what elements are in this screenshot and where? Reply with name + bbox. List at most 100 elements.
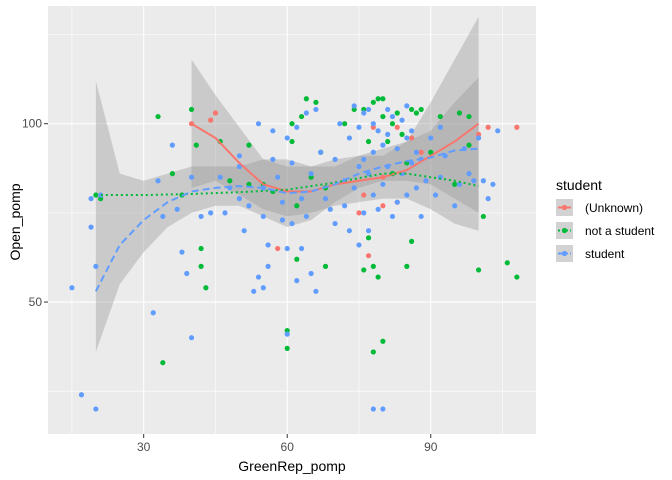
data-point <box>284 331 290 337</box>
data-point <box>437 174 443 180</box>
data-point <box>466 171 472 177</box>
data-point <box>389 213 396 220</box>
data-point <box>236 196 242 202</box>
data-point <box>356 124 362 130</box>
data-point <box>365 228 372 234</box>
y-tick-label: 100 <box>22 117 42 131</box>
data-point <box>437 113 443 120</box>
data-point <box>370 192 376 198</box>
data-point <box>380 96 386 102</box>
data-point <box>361 110 367 116</box>
data-point <box>198 213 204 220</box>
legend-title: student <box>556 177 602 193</box>
legend: student (Unknown) not a student student <box>556 177 655 262</box>
data-point <box>418 106 424 113</box>
data-point <box>365 235 372 241</box>
data-point <box>394 110 400 116</box>
data-point <box>380 181 386 187</box>
data-point <box>466 142 472 148</box>
data-point <box>208 210 214 216</box>
data-point <box>380 113 386 120</box>
data-point <box>284 245 290 252</box>
data-point <box>98 196 104 202</box>
data-point <box>389 121 396 127</box>
x-tick-label: 60 <box>281 440 295 454</box>
data-point <box>188 335 195 341</box>
data-point <box>370 263 376 269</box>
data-point <box>155 113 161 120</box>
data-point <box>370 406 376 412</box>
data-point <box>361 192 367 198</box>
data-point <box>98 192 104 198</box>
grid-minor <box>48 6 536 434</box>
data-point <box>356 210 362 216</box>
data-point <box>375 128 381 134</box>
data-point <box>246 181 252 187</box>
data-point <box>255 121 262 127</box>
data-point <box>409 106 415 113</box>
data-point <box>313 288 319 294</box>
data-point <box>308 270 314 277</box>
data-point <box>413 110 419 116</box>
data-point <box>413 185 419 191</box>
data-point <box>490 181 496 187</box>
data-point <box>184 270 190 277</box>
data-point <box>370 124 376 130</box>
data-point <box>404 103 410 109</box>
data-point <box>284 327 290 334</box>
confidence-band <box>191 16 479 231</box>
x-tick-label: 30 <box>137 440 151 454</box>
data-point <box>361 106 367 113</box>
data-point <box>485 196 491 202</box>
data-point <box>313 106 319 113</box>
data-point <box>394 124 400 130</box>
data-point <box>93 263 99 269</box>
data-point <box>169 142 175 148</box>
data-point <box>322 196 329 202</box>
data-point <box>365 106 372 113</box>
data-point <box>423 178 429 184</box>
data-point <box>346 228 353 234</box>
data-point <box>279 199 286 205</box>
data-point <box>298 196 305 202</box>
data-point <box>375 206 381 212</box>
data-point <box>294 256 300 262</box>
y-axis-ticks: 50 100 <box>22 117 48 309</box>
data-point <box>193 142 199 148</box>
x-tick-label: 90 <box>424 440 438 454</box>
data-point <box>480 213 486 220</box>
data-point <box>456 181 463 187</box>
data-point <box>241 228 247 234</box>
data-point <box>289 121 295 127</box>
data-point <box>260 213 266 220</box>
legend-key-point <box>561 250 568 257</box>
data-point <box>418 149 424 155</box>
data-point <box>275 245 281 252</box>
data-point <box>471 178 477 184</box>
data-point <box>485 124 491 130</box>
data-point <box>480 178 486 184</box>
data-point <box>294 203 300 209</box>
data-point <box>409 128 415 134</box>
data-point <box>342 203 348 209</box>
data-point <box>428 135 434 141</box>
data-point <box>303 110 309 116</box>
data-point <box>452 181 458 187</box>
data-point <box>169 171 175 177</box>
data-point <box>270 128 276 134</box>
y-tick-label: 50 <box>29 295 43 309</box>
data-point <box>370 99 376 105</box>
data-point <box>370 149 376 155</box>
data-point <box>188 106 195 113</box>
data-point <box>332 156 338 162</box>
data-point <box>409 238 415 244</box>
data-point <box>356 163 362 170</box>
grid-major <box>48 6 536 434</box>
data-point <box>150 310 156 316</box>
data-point <box>361 210 367 216</box>
data-point <box>370 121 376 127</box>
data-point <box>346 135 353 141</box>
confidence-band <box>95 77 479 352</box>
data-point <box>404 263 410 269</box>
